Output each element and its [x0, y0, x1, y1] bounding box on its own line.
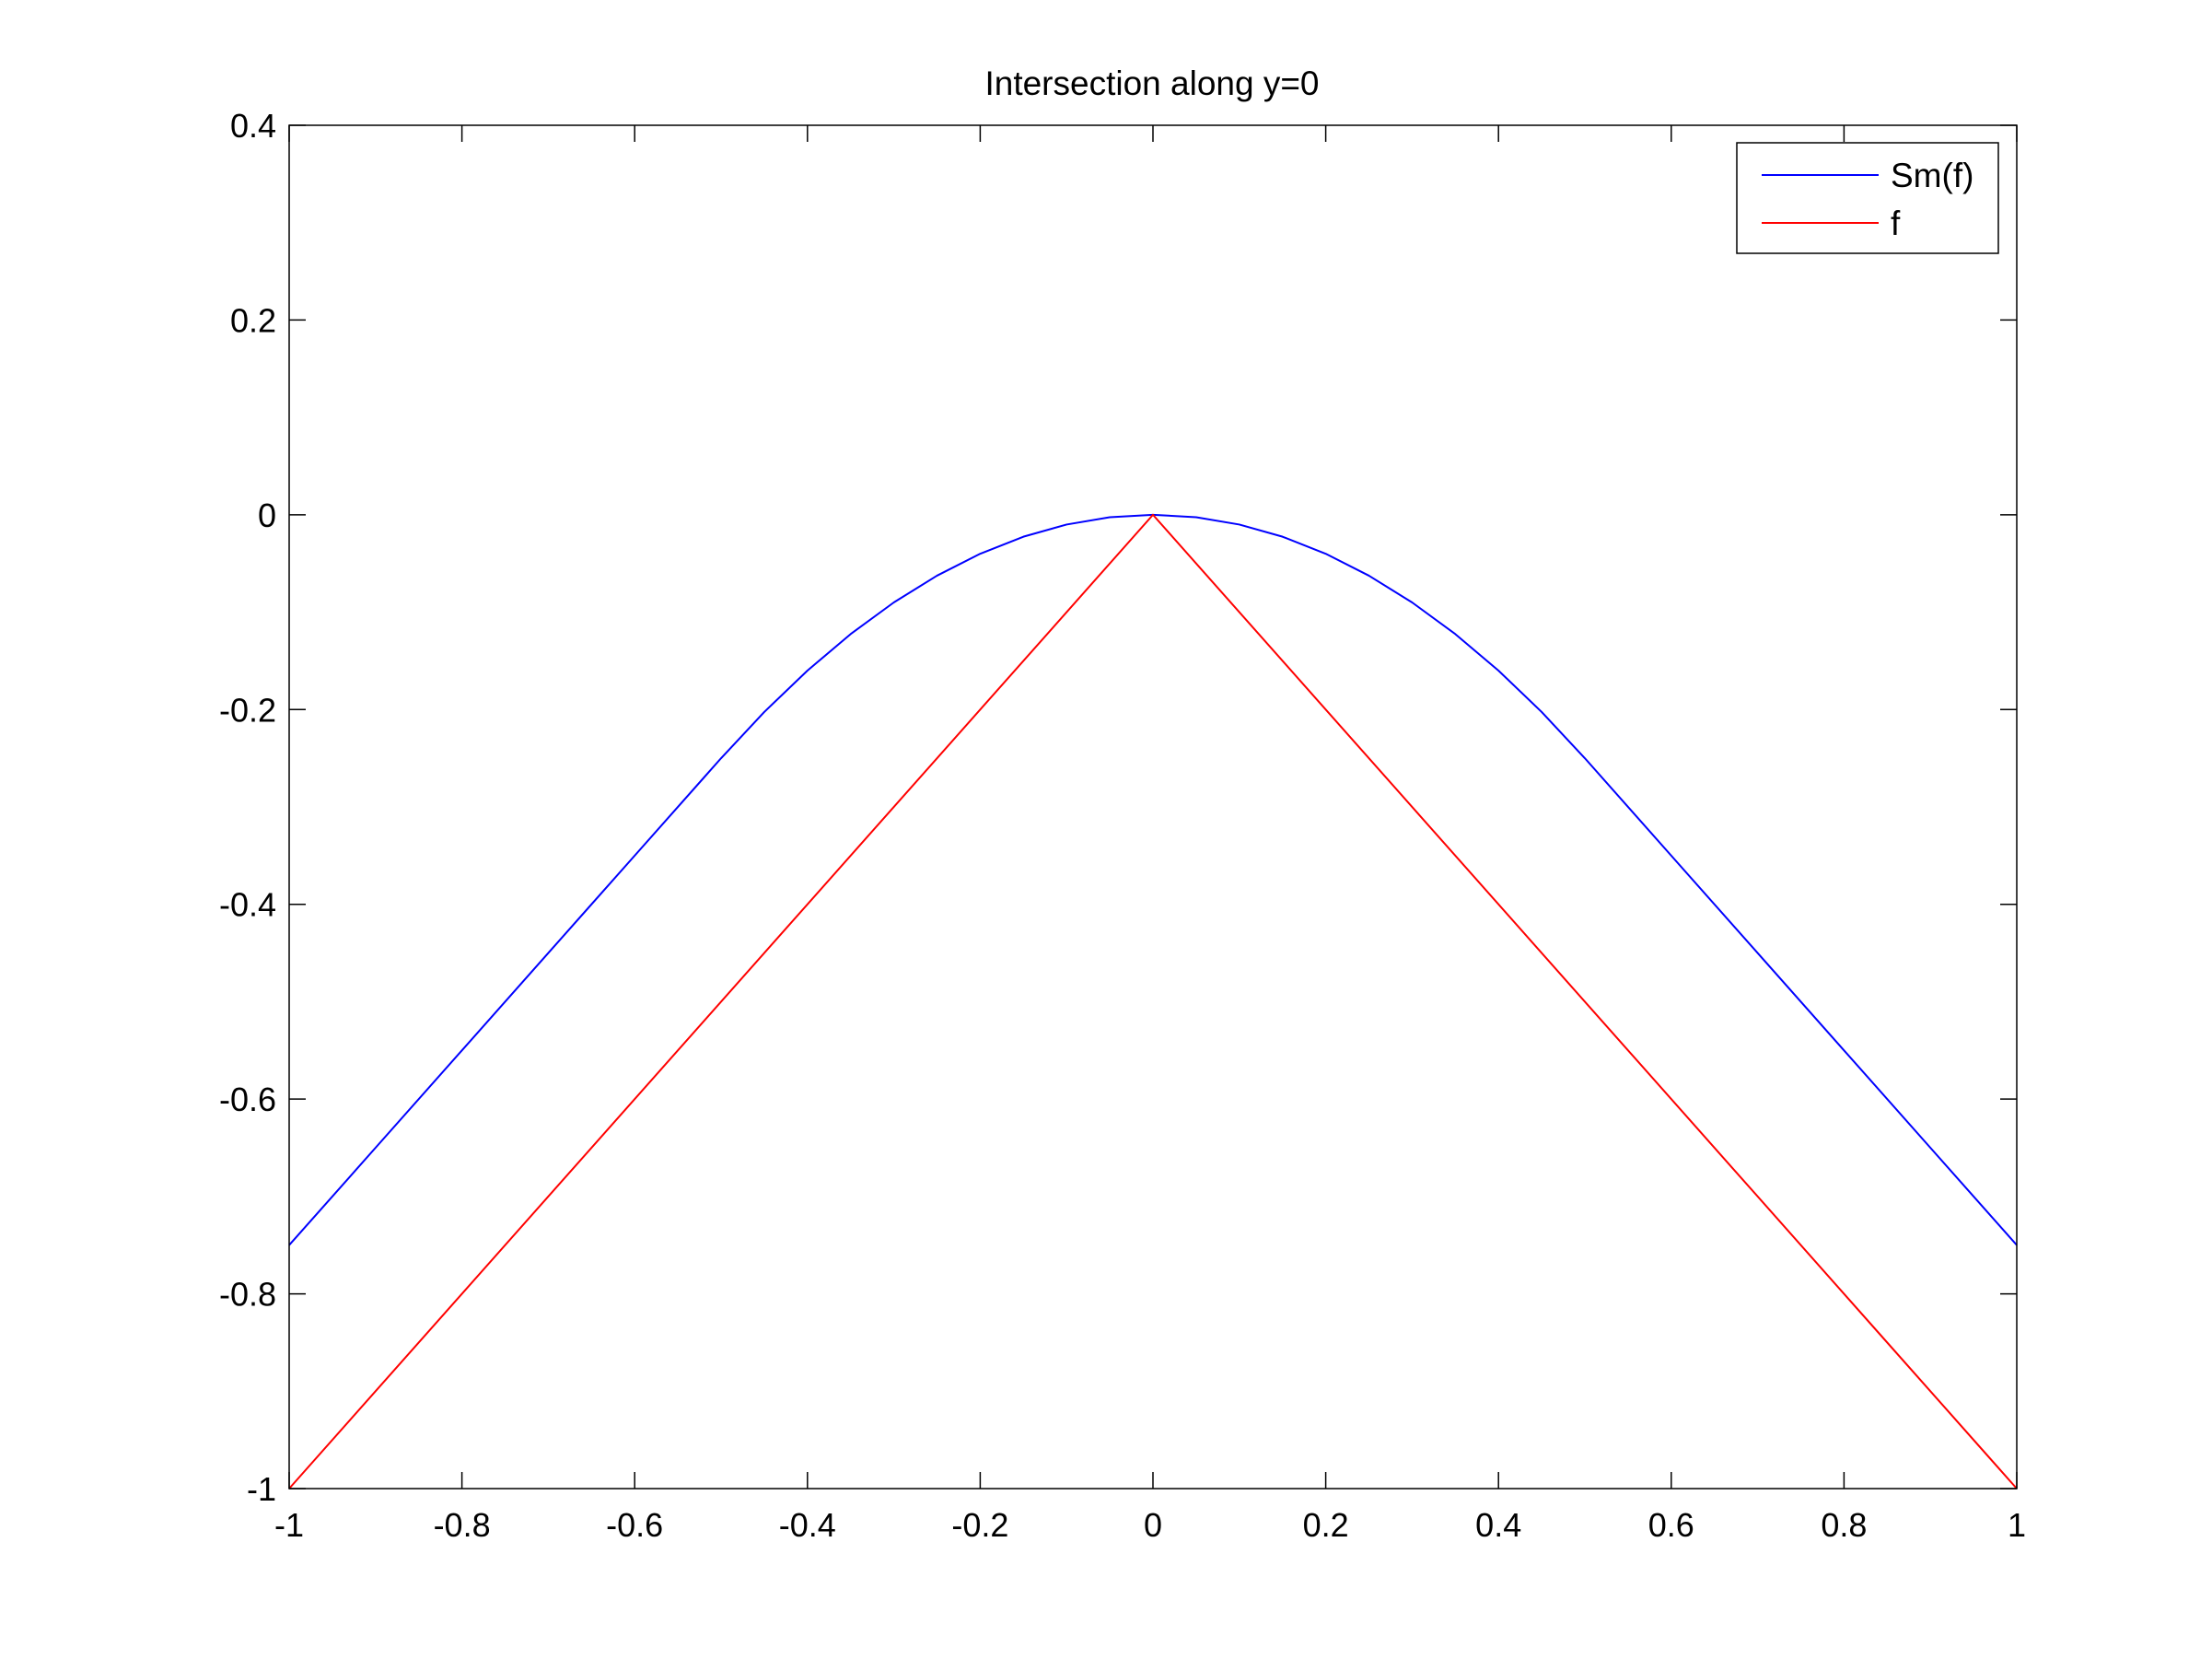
y-tick-label: 0.4: [230, 107, 276, 145]
y-tick-label: 0.2: [230, 301, 276, 339]
legend: Sm(f) f: [1736, 142, 1999, 254]
x-tick-label: -1: [274, 1506, 304, 1544]
y-axis-ticks: -1 -0.8 -0.6 -0.4 -0.2 0 0.2 0.4: [219, 107, 2017, 1508]
x-tick-label: 0: [1144, 1506, 1162, 1544]
series-line-f: [288, 513, 2018, 1490]
legend-label-sm-f: Sm(f): [1891, 157, 1973, 194]
y-tick-label: -0.8: [219, 1276, 276, 1314]
series-layer: [288, 513, 2018, 1490]
x-tick-label: -0.2: [951, 1506, 1008, 1544]
x-tick-label: -0.6: [606, 1506, 663, 1544]
legend-box: [1736, 142, 1999, 254]
y-tick-label: -0.6: [219, 1081, 276, 1118]
x-tick-label: 0.4: [1475, 1506, 1521, 1544]
x-tick-label: 1: [2008, 1506, 2026, 1544]
y-tick-label: -0.4: [219, 886, 276, 924]
x-axis-ticks: -1 -0.8 -0.6 -0.4 -0.2 0 0.2 0.4 0.6 0.8 1: [274, 125, 2026, 1544]
chart-title: Intersection along y=0: [984, 64, 1319, 102]
x-tick-label: 0.8: [1821, 1506, 1867, 1544]
x-tick-label: -0.8: [434, 1506, 491, 1544]
y-tick-label: -0.2: [219, 691, 276, 729]
x-tick-label: 0.2: [1303, 1506, 1349, 1544]
x-tick-label: -0.4: [779, 1506, 836, 1544]
plot-area: -1 -0.8 -0.6 -0.4 -0.2 0 0.2 0.4 0.6 0.8 1 -1-0.8-…: [219, 107, 2026, 1544]
y-tick-label: 0: [258, 497, 276, 534]
y-tick-label: -1: [247, 1470, 276, 1508]
legend-label-f: f: [1891, 204, 1901, 242]
x-tick-label: 0.6: [1648, 1506, 1694, 1544]
